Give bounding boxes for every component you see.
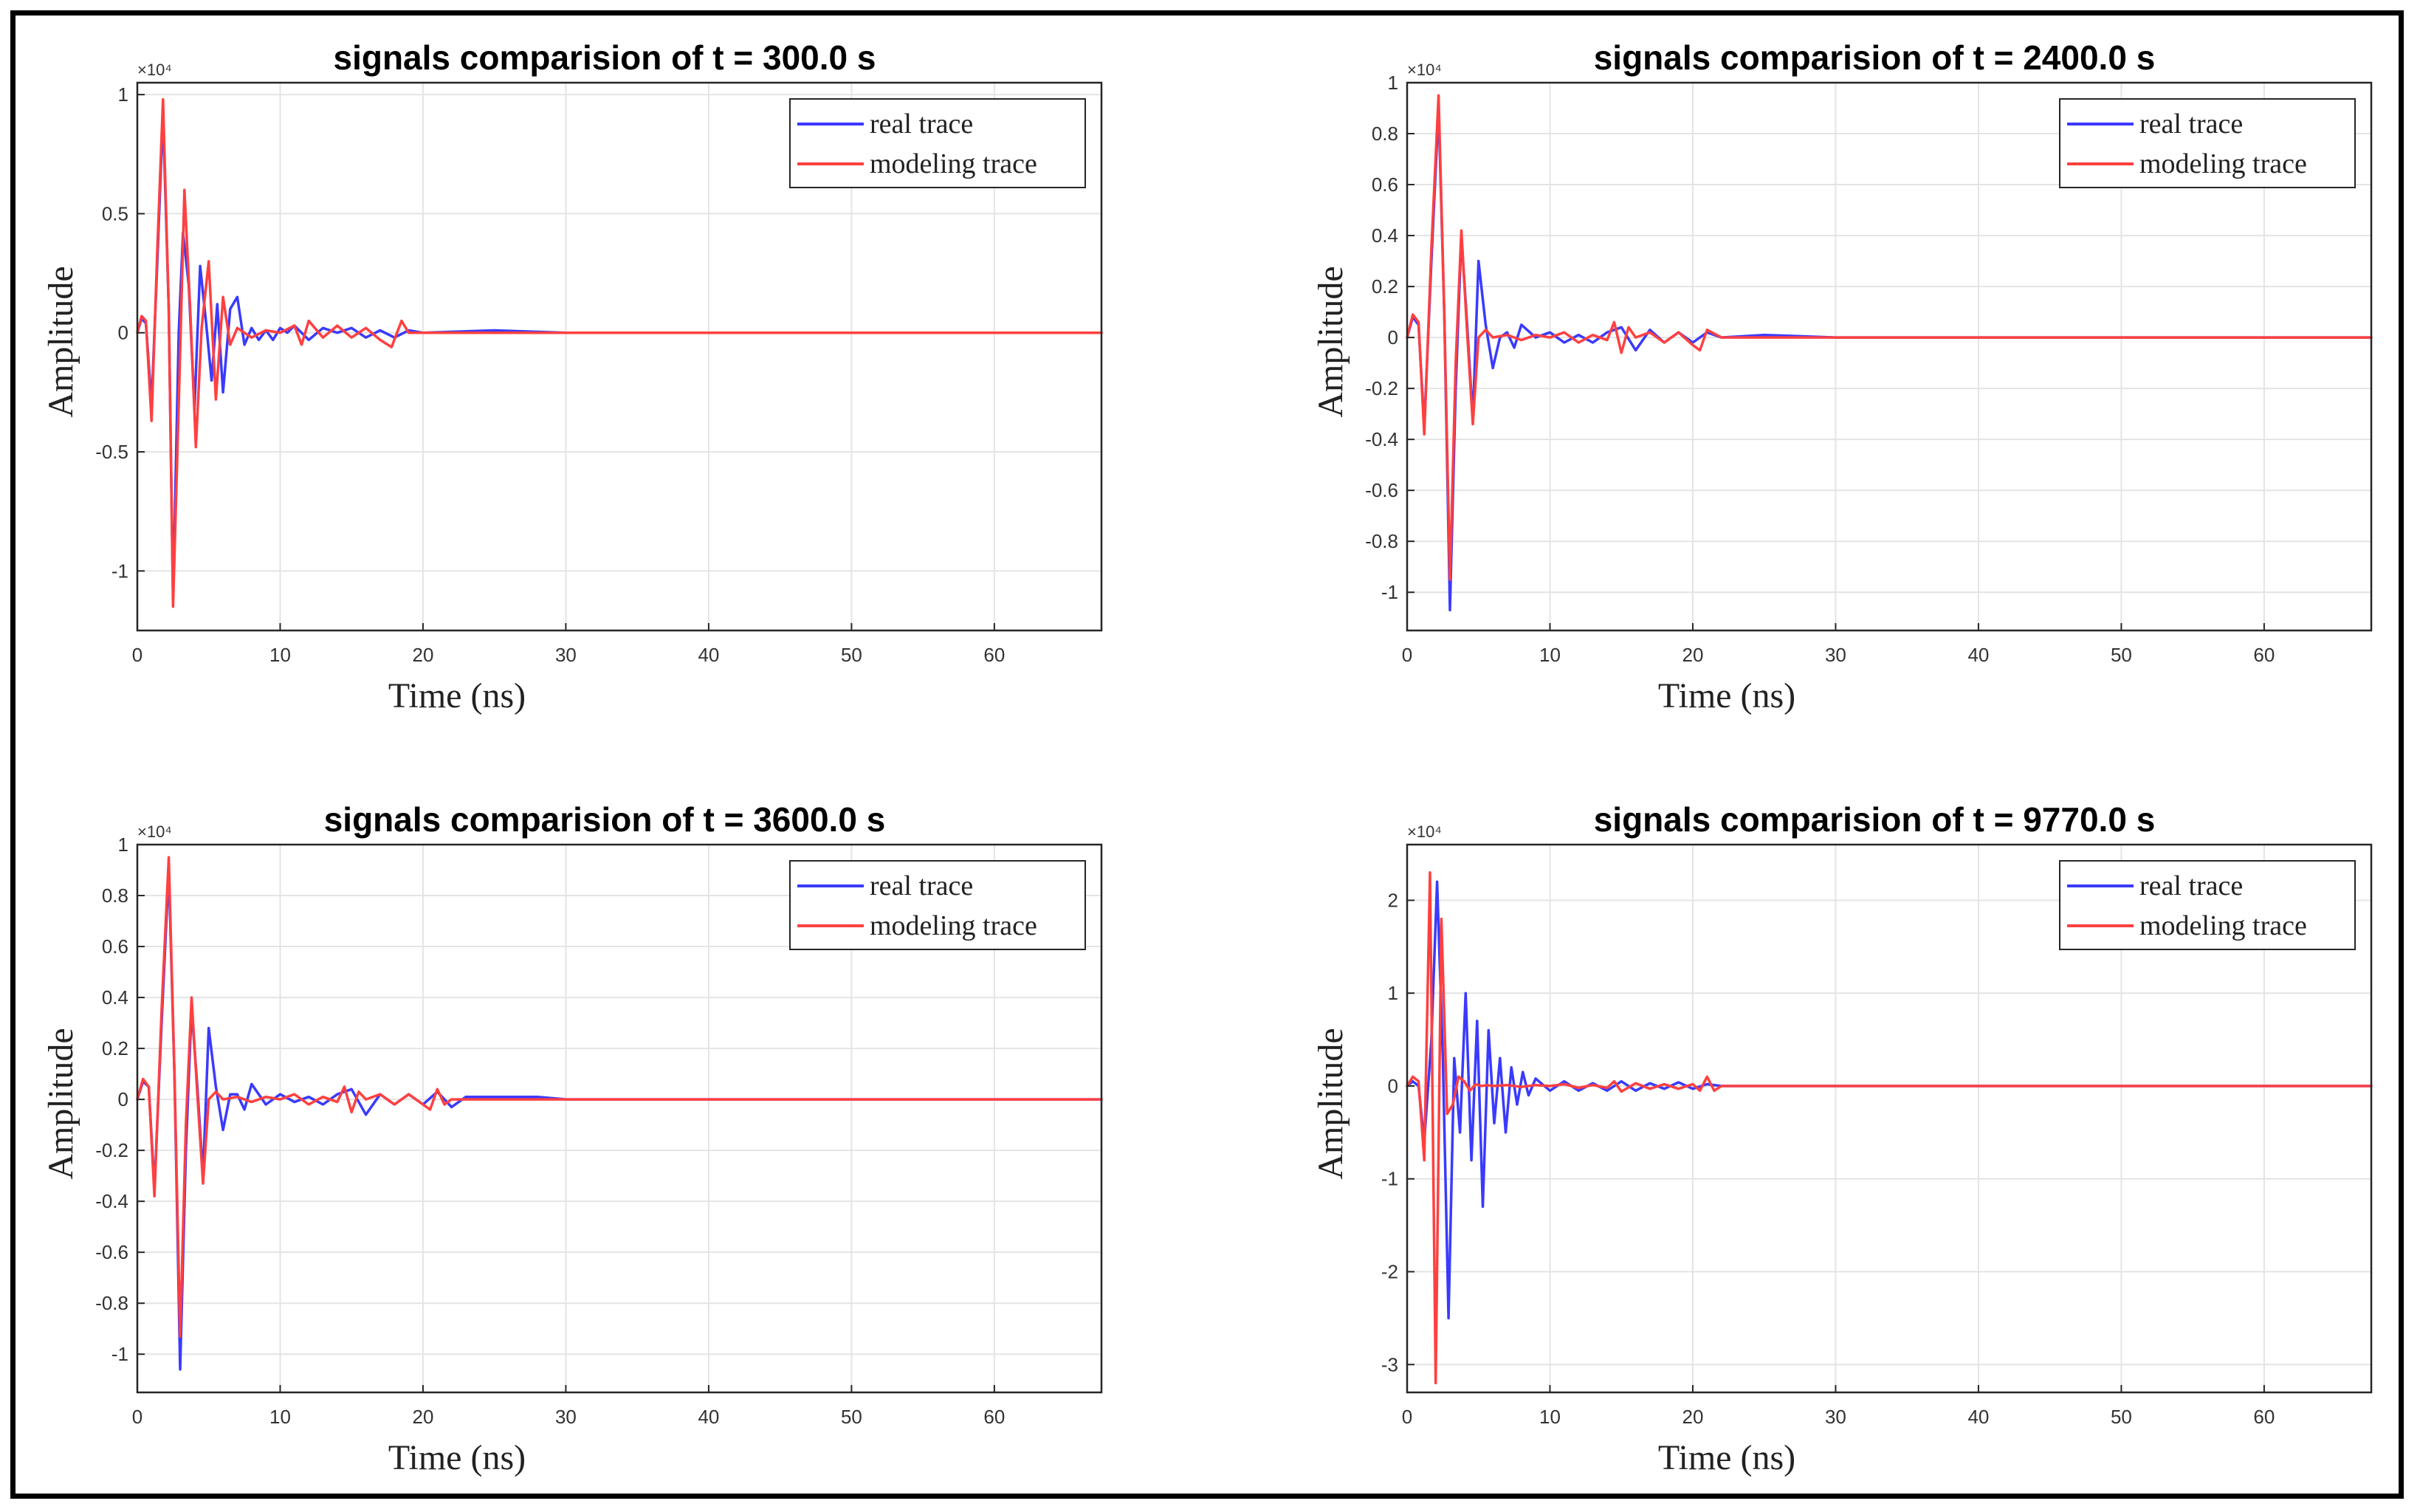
y-tick-label: 1 [118, 834, 128, 856]
y-tick-label: -0.8 [95, 1292, 128, 1314]
x-axis-label: Time (ns) [388, 1438, 526, 1477]
y-tick-label: -0.6 [1365, 479, 1398, 501]
x-tick-label: 50 [2111, 644, 2132, 666]
x-tick-label: 50 [841, 1406, 862, 1428]
x-tick-label: 30 [555, 644, 577, 666]
x-tick-label: 40 [1967, 644, 1989, 666]
y-tick-label: -0.5 [95, 441, 128, 463]
y-tick-label: -0.4 [1365, 428, 1398, 450]
y-tick-label: 0.4 [1372, 224, 1398, 247]
x-tick-label: 40 [1967, 1406, 1989, 1428]
y-tick-label: -0.8 [1365, 530, 1398, 552]
x-tick-label: 60 [983, 644, 1005, 666]
x-tick-label: 30 [1825, 644, 1846, 666]
y-tick-label: 0 [118, 322, 128, 344]
y-multiplier-label: ×10⁴ [137, 822, 172, 841]
y-tick-label: 1 [118, 83, 128, 106]
y-tick-label: 0.2 [102, 1037, 128, 1059]
x-tick-label: 40 [698, 644, 719, 666]
y-axis-label: Amplitude [41, 266, 80, 417]
x-tick-label: 0 [132, 1406, 142, 1428]
y-tick-label: 0.8 [1372, 123, 1398, 145]
legend-label-modeling-trace: modeling trace [2139, 910, 2307, 941]
x-axis-label: Time (ns) [388, 676, 526, 715]
x-tick-label: 20 [1682, 1406, 1704, 1428]
legend-label-real-trace: real trace [870, 109, 973, 140]
chart-title: signals comparision of t = 300.0 s [334, 38, 876, 77]
y-tick-label: -1 [1381, 1168, 1398, 1190]
y-tick-label: 0 [1388, 326, 1398, 348]
x-tick-label: 0 [1402, 1406, 1412, 1428]
y-tick-label: 0.2 [1372, 275, 1398, 298]
x-tick-label: 60 [983, 1406, 1005, 1428]
y-tick-label: -2 [1381, 1261, 1398, 1283]
y-tick-label: 0.4 [102, 986, 128, 1008]
y-tick-label: -1 [111, 1343, 128, 1365]
x-tick-label: 0 [132, 644, 142, 666]
y-tick-label: -0.2 [95, 1139, 128, 1161]
legend-label-real-trace: real trace [870, 870, 973, 901]
figure-canvas: 0 10 20 30 40 50 60-1-0.500.51×10⁴ signals comp… [0, 0, 2420, 1512]
y-tick-label: -1 [111, 560, 128, 582]
x-tick-label: 10 [1539, 1406, 1561, 1428]
x-tick-label: 20 [413, 644, 434, 666]
y-tick-label: 2 [1388, 889, 1398, 911]
chart-panel-3: 0 10 20 30 40 50 60 -1 -0.8 -0.6 -0.4 -0.2 0 0.2 0.4 0.… [41, 800, 1101, 1477]
x-tick-label: 10 [269, 644, 291, 666]
y-multiplier-label: ×10⁴ [137, 61, 172, 79]
legend-label-modeling-trace: modeling trace [2139, 148, 2307, 179]
legend-label-real-trace: real trace [2139, 870, 2243, 901]
x-tick-label: 30 [555, 1406, 577, 1428]
y-tick-label: 1 [1388, 72, 1398, 94]
x-tick-label: 50 [2111, 1406, 2132, 1428]
x-tick-label: 40 [698, 1406, 719, 1428]
chart-panel-2: 0 10 20 30 40 50 60 -1 -0.8 -0.6 -0.4 -0.2 0 0.2 0.4 0.… [1311, 38, 2371, 715]
chart-title: signals comparision of t = 3600.0 s [324, 800, 886, 839]
x-axis-label: Time (ns) [1658, 676, 1795, 715]
y-tick-label: 0 [118, 1088, 128, 1110]
x-tick-label: 60 [2253, 644, 2275, 666]
legend-label-real-trace: real trace [2139, 109, 2243, 140]
legend: real trace modeling trace [2060, 99, 2355, 188]
x-tick-label: 10 [1539, 644, 1561, 666]
y-tick-label: 0.5 [102, 202, 128, 224]
y-multiplier-label: ×10⁴ [1407, 61, 1442, 79]
chart-panel-4: 0 10 20 30 40 50 60 -3 -2 -1 0 1 2 ×10⁴ signals compar… [1311, 800, 2371, 1477]
chart-panel-1: 0 10 20 30 40 50 60 -1 -0.5 0 0.5 1 ×10⁴ signals comp… [41, 38, 1101, 715]
legend: real trace modeling trace [790, 99, 1085, 188]
y-tick-label: 0.6 [1372, 173, 1398, 196]
y-axis-label: Amplitude [1311, 1028, 1350, 1179]
y-tick-label: 0.8 [102, 884, 128, 907]
x-tick-label: 0 [1402, 644, 1412, 666]
x-tick-label: 20 [413, 1406, 434, 1428]
y-tick-label: -0.4 [95, 1190, 128, 1212]
y-tick-label: -0.6 [95, 1241, 128, 1263]
y-multiplier-label: ×10⁴ [1407, 822, 1442, 841]
y-tick-label: 0 [1388, 1075, 1398, 1097]
legend-label-modeling-trace: modeling trace [870, 148, 1037, 179]
legend: real trace modeling trace [790, 861, 1085, 949]
x-tick-label: 20 [1682, 644, 1704, 666]
y-tick-label: -0.2 [1365, 377, 1398, 399]
chart-title: signals comparision of t = 9770.0 s [1594, 800, 2156, 839]
x-tick-label: 60 [2253, 1406, 2275, 1428]
x-axis-label: Time (ns) [1658, 1438, 1795, 1477]
y-axis-label: Amplitude [1311, 266, 1350, 417]
y-tick-label: -1 [1381, 581, 1398, 603]
y-axis-label: Amplitude [41, 1028, 80, 1179]
y-tick-label: -3 [1381, 1353, 1398, 1375]
chart-title: signals comparision of t = 2400.0 s [1594, 38, 2156, 77]
x-tick-label: 50 [841, 644, 862, 666]
x-tick-label: 30 [1825, 1406, 1846, 1428]
legend: real trace modeling trace [2060, 861, 2355, 949]
x-tick-label: 10 [269, 1406, 291, 1428]
y-tick-label: 0.6 [102, 935, 128, 958]
legend-label-modeling-trace: modeling trace [870, 910, 1037, 941]
y-tick-label: 1 [1388, 982, 1398, 1004]
